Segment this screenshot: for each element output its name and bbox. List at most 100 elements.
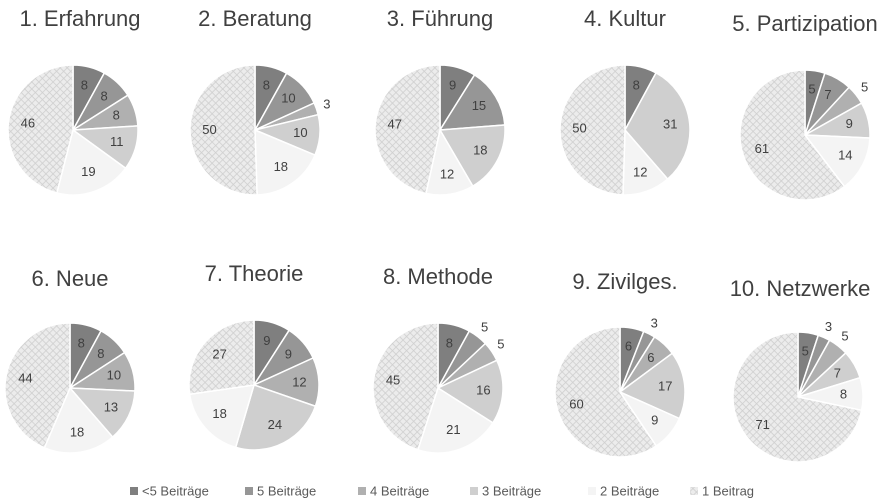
data-label: 3 [825, 319, 832, 334]
data-label: 44 [18, 370, 32, 385]
pie-slice [438, 124, 506, 188]
data-label: 10 [281, 91, 295, 106]
data-label: 14 [838, 148, 852, 163]
data-label: 12 [440, 166, 454, 181]
pie-title: 3. Führung [387, 6, 493, 31]
data-label: 8 [113, 107, 120, 122]
pie-title: 9. Zivilges. [572, 269, 677, 294]
legend-swatch [588, 487, 596, 495]
data-label: 46 [21, 116, 35, 131]
data-label: 6 [647, 350, 654, 365]
data-label: 5 [497, 337, 504, 352]
data-label: 50 [572, 121, 586, 136]
pie-slice [188, 319, 255, 396]
pie-title: 7. Theorie [205, 261, 304, 286]
data-label: 16 [476, 382, 490, 397]
pie-title: 8. Methode [383, 264, 493, 289]
data-label: 10 [107, 368, 121, 383]
data-label: 19 [81, 164, 95, 179]
data-label: 61 [755, 141, 769, 156]
data-label: 8 [81, 77, 88, 92]
legend-swatch [358, 487, 366, 495]
pie-title: 4. Kultur [584, 6, 666, 31]
data-label: 17 [658, 378, 672, 393]
pie-slice [189, 64, 258, 196]
legend-label: 3 Beiträge [482, 483, 541, 498]
pie-title: 1. Erfahrung [19, 6, 140, 31]
pie-slice [732, 331, 863, 463]
data-label: 8 [97, 346, 104, 361]
legend-swatch [690, 487, 698, 495]
legend-label: 2 Beiträge [600, 483, 659, 498]
legend-swatch [245, 487, 253, 495]
data-label: 5 [808, 81, 815, 96]
data-label: 9 [846, 116, 853, 131]
pie-slice [436, 359, 504, 424]
pie-slice [55, 128, 127, 196]
legend-swatch [130, 487, 138, 495]
legend-swatch [470, 487, 478, 495]
data-label: 18 [70, 424, 84, 439]
pie-slice [372, 322, 439, 451]
data-label: 5 [802, 344, 809, 359]
data-label: 11 [110, 134, 124, 149]
pie-slice [188, 384, 256, 449]
data-label: 31 [663, 116, 677, 131]
data-label: 18 [212, 406, 226, 421]
pie-slice [438, 73, 506, 131]
pie-slice [554, 326, 658, 458]
pie-title: 10. Netzwerke [730, 276, 871, 301]
legend-label: 5 Beiträge [257, 483, 316, 498]
data-label: 24 [268, 417, 282, 432]
legend-label: 1 Beitrag [702, 483, 754, 498]
data-label: 3 [651, 316, 658, 331]
pie-slice [43, 386, 114, 454]
pie-slice [4, 322, 71, 449]
data-label: 7 [824, 87, 831, 102]
pie-slice [739, 69, 846, 201]
data-label: 45 [386, 372, 400, 387]
data-label: 8 [840, 386, 847, 401]
data-label: 9 [449, 78, 456, 93]
data-label: 15 [472, 98, 486, 113]
data-label: 12 [633, 164, 647, 179]
data-label: 47 [388, 116, 402, 131]
pie-slice [234, 384, 317, 451]
pie-slice [374, 64, 441, 195]
pie-slice [416, 386, 494, 454]
pie-slice [803, 134, 871, 188]
data-label: 60 [569, 397, 583, 412]
data-label: 7 [834, 366, 841, 381]
pie-slice [254, 128, 316, 196]
data-label: 50 [202, 122, 216, 137]
data-label: 13 [104, 399, 118, 414]
pie-slice [7, 64, 74, 194]
data-label: 5 [861, 79, 868, 94]
data-label: 8 [78, 335, 85, 350]
data-label: 3 [323, 97, 330, 112]
data-label: 8 [263, 77, 270, 92]
pie-title: 5. Partizipation [732, 11, 878, 36]
data-label: 6 [625, 339, 632, 354]
data-label: 9 [263, 333, 270, 348]
data-label: 71 [755, 417, 769, 432]
data-label: 12 [292, 374, 306, 389]
data-label: 21 [446, 422, 460, 437]
data-label: 10 [293, 125, 307, 140]
data-label: 8 [446, 335, 453, 350]
legend-label: <5 Beiträge [142, 483, 209, 498]
data-label: 18 [274, 159, 288, 174]
pie-slice [559, 64, 626, 196]
data-label: 18 [473, 143, 487, 158]
data-label: 9 [285, 347, 292, 362]
legend-label: 4 Beiträge [370, 483, 429, 498]
data-label: 8 [633, 77, 640, 92]
pie-title: 6. Neue [31, 266, 108, 291]
data-label: 8 [101, 88, 108, 103]
pie-slice [624, 71, 691, 181]
data-label: 5 [481, 319, 488, 334]
data-label: 9 [651, 413, 658, 428]
data-label: 5 [841, 329, 848, 344]
data-label: 27 [212, 347, 226, 362]
